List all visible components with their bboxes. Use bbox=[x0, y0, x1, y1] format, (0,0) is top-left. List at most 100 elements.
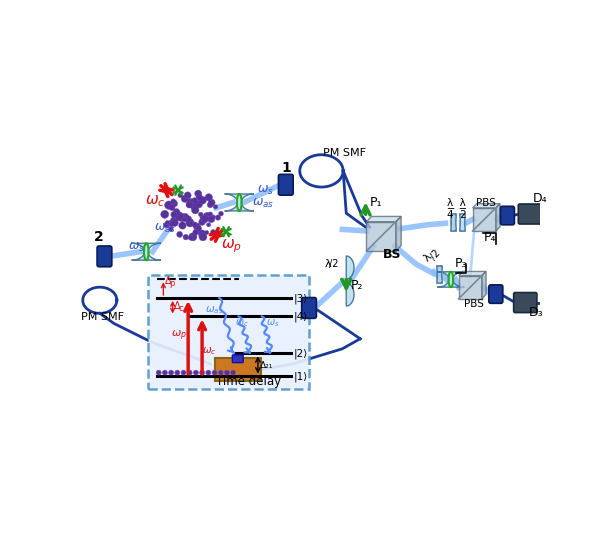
Text: BS: BS bbox=[383, 248, 401, 261]
Text: /2: /2 bbox=[428, 247, 442, 262]
Circle shape bbox=[200, 214, 206, 220]
Circle shape bbox=[206, 223, 211, 227]
Circle shape bbox=[191, 207, 199, 214]
Polygon shape bbox=[458, 271, 486, 276]
Text: Δ: Δ bbox=[174, 301, 181, 312]
Circle shape bbox=[181, 370, 186, 375]
Circle shape bbox=[208, 212, 213, 217]
Text: D₄: D₄ bbox=[533, 192, 548, 205]
Circle shape bbox=[200, 370, 205, 375]
Text: $\omega_p$: $\omega_p$ bbox=[171, 329, 187, 343]
FancyBboxPatch shape bbox=[489, 285, 503, 304]
Circle shape bbox=[176, 213, 184, 221]
Circle shape bbox=[218, 370, 223, 375]
Circle shape bbox=[186, 219, 194, 227]
Text: λ: λ bbox=[422, 251, 434, 263]
Text: Δ₂₁: Δ₂₁ bbox=[259, 361, 273, 370]
Circle shape bbox=[177, 213, 186, 222]
Text: c: c bbox=[179, 304, 184, 313]
Circle shape bbox=[183, 234, 188, 240]
Circle shape bbox=[164, 201, 173, 209]
Polygon shape bbox=[496, 204, 500, 231]
Circle shape bbox=[193, 229, 199, 235]
Circle shape bbox=[205, 231, 209, 234]
Circle shape bbox=[199, 230, 206, 238]
Circle shape bbox=[215, 215, 221, 220]
Text: P₂: P₂ bbox=[351, 278, 364, 292]
Circle shape bbox=[171, 199, 176, 204]
Circle shape bbox=[187, 370, 192, 375]
Polygon shape bbox=[437, 272, 464, 287]
Text: $\omega_c$: $\omega_c$ bbox=[202, 346, 217, 357]
Circle shape bbox=[179, 222, 186, 229]
Circle shape bbox=[196, 191, 202, 196]
Text: PM SMF: PM SMF bbox=[323, 148, 366, 158]
Circle shape bbox=[188, 202, 193, 207]
Circle shape bbox=[169, 222, 173, 226]
Circle shape bbox=[186, 201, 193, 208]
Circle shape bbox=[190, 199, 198, 207]
Text: $\omega_c$: $\omega_c$ bbox=[235, 318, 248, 330]
Circle shape bbox=[199, 212, 203, 217]
Text: PBS: PBS bbox=[476, 198, 496, 208]
Circle shape bbox=[230, 370, 236, 375]
Polygon shape bbox=[473, 204, 500, 208]
Text: Δ: Δ bbox=[165, 276, 172, 286]
Circle shape bbox=[212, 370, 217, 375]
Circle shape bbox=[171, 219, 178, 227]
Text: $\omega_s$: $\omega_s$ bbox=[257, 184, 274, 197]
Text: p: p bbox=[170, 278, 175, 288]
Text: Time delay: Time delay bbox=[216, 375, 281, 388]
Circle shape bbox=[175, 370, 180, 375]
Polygon shape bbox=[396, 216, 401, 251]
Circle shape bbox=[194, 190, 202, 197]
Text: |3⟩: |3⟩ bbox=[293, 293, 308, 304]
Text: |4⟩: |4⟩ bbox=[293, 312, 308, 322]
Circle shape bbox=[205, 193, 212, 201]
Circle shape bbox=[182, 217, 187, 222]
Polygon shape bbox=[458, 276, 482, 299]
FancyBboxPatch shape bbox=[97, 246, 112, 267]
Circle shape bbox=[206, 370, 211, 375]
Polygon shape bbox=[346, 256, 354, 306]
Circle shape bbox=[187, 198, 194, 205]
Polygon shape bbox=[367, 222, 396, 251]
Circle shape bbox=[211, 215, 215, 219]
Circle shape bbox=[173, 209, 180, 215]
Text: D₃: D₃ bbox=[529, 306, 543, 319]
Circle shape bbox=[178, 193, 183, 198]
Circle shape bbox=[201, 198, 206, 203]
Circle shape bbox=[184, 192, 191, 199]
Circle shape bbox=[192, 222, 197, 227]
Text: λ: λ bbox=[325, 259, 331, 269]
Text: PBS: PBS bbox=[464, 299, 484, 309]
Polygon shape bbox=[215, 358, 261, 381]
Circle shape bbox=[176, 232, 182, 238]
Circle shape bbox=[169, 227, 173, 231]
Text: |1⟩: |1⟩ bbox=[293, 372, 308, 382]
Polygon shape bbox=[473, 208, 496, 231]
Circle shape bbox=[168, 220, 175, 227]
Circle shape bbox=[189, 233, 197, 241]
FancyBboxPatch shape bbox=[518, 204, 542, 224]
Circle shape bbox=[174, 210, 180, 216]
FancyBboxPatch shape bbox=[278, 174, 293, 195]
FancyBboxPatch shape bbox=[451, 214, 455, 231]
Circle shape bbox=[188, 235, 193, 240]
Text: 4  2: 4 2 bbox=[447, 210, 467, 220]
Circle shape bbox=[171, 211, 177, 217]
Text: PM SMF: PM SMF bbox=[81, 312, 124, 322]
Circle shape bbox=[218, 211, 223, 216]
Text: $\omega_p$: $\omega_p$ bbox=[221, 238, 242, 256]
Text: $\omega_s$: $\omega_s$ bbox=[266, 318, 279, 330]
Circle shape bbox=[181, 195, 188, 202]
FancyBboxPatch shape bbox=[460, 214, 465, 231]
Polygon shape bbox=[367, 216, 401, 222]
Circle shape bbox=[196, 194, 202, 200]
Text: 2: 2 bbox=[94, 230, 103, 244]
Circle shape bbox=[193, 223, 201, 231]
FancyBboxPatch shape bbox=[148, 275, 309, 389]
Circle shape bbox=[163, 370, 167, 375]
Circle shape bbox=[182, 214, 188, 220]
Circle shape bbox=[190, 202, 199, 210]
